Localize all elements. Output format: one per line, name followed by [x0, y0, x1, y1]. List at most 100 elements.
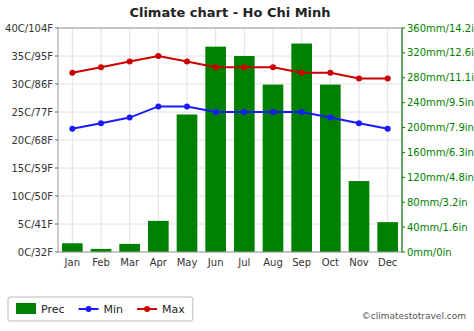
bar [291, 44, 312, 252]
bar [177, 114, 198, 252]
tick [402, 102, 405, 103]
plot-frame [58, 28, 402, 252]
tick-label: 15C/59F [11, 163, 53, 174]
tick-label: May [177, 257, 198, 268]
marker [184, 59, 190, 65]
tick [55, 56, 58, 57]
marker [184, 103, 190, 109]
legend-item: Min [79, 303, 124, 316]
tick [402, 202, 405, 203]
line [72, 56, 387, 78]
title: Climate chart - Ho Chi Minh [129, 5, 330, 20]
legend-label: Min [104, 303, 124, 316]
tick [55, 112, 58, 113]
tick-label: Jan [64, 257, 80, 268]
marker [356, 75, 362, 81]
marker [270, 109, 276, 115]
bar [205, 47, 226, 252]
marker [98, 64, 104, 70]
marker [155, 53, 161, 59]
tick-label: Nov [349, 257, 369, 268]
legend-label: Prec [41, 303, 65, 316]
marker [69, 126, 75, 132]
marker [241, 64, 247, 70]
y-axis: 0C/32F5C/41F10C/50F15C/59F20C/68F25C/77F… [5, 23, 58, 258]
tick [55, 28, 58, 29]
marker [270, 64, 276, 70]
bar [148, 221, 169, 252]
tick-label: 320mm/12.6in [407, 47, 474, 58]
grid [58, 28, 402, 252]
legend-swatch [16, 303, 36, 314]
marker [299, 109, 305, 115]
bar [234, 56, 255, 252]
legend-item: Max [137, 303, 185, 316]
grid-line [58, 168, 402, 169]
tick [55, 224, 58, 225]
tick-label: 20C/68F [11, 135, 53, 146]
line [72, 106, 387, 128]
tick-label: 160mm/6.3in [407, 147, 474, 158]
tick-label: 120mm/4.8in [407, 172, 474, 183]
tick [402, 77, 405, 78]
tick-label: Aug [263, 257, 283, 268]
tick [402, 152, 405, 153]
marker [98, 120, 104, 126]
tick [402, 227, 405, 228]
marker [385, 75, 391, 81]
grid-line [58, 84, 402, 85]
marker [356, 120, 362, 126]
legend: Prec Min Max [8, 297, 193, 321]
tick-label: 5C/41F [18, 219, 53, 230]
marker [327, 115, 333, 121]
bar [263, 85, 284, 252]
marks [62, 44, 398, 252]
chart: Climate chart - Ho Chi Minh0C/32F5C/41F1… [0, 0, 474, 331]
annotation: ©climatestotravel.com [362, 311, 466, 321]
tick-label: 200mm/7.9in [407, 122, 474, 133]
marker [69, 70, 75, 76]
grid-line [58, 56, 402, 57]
tick-label: 360mm/14.2in [407, 23, 474, 34]
marker [327, 70, 333, 76]
tick [402, 127, 405, 128]
tick-label: Feb [92, 257, 110, 268]
legend-item: Prec [16, 303, 65, 316]
bar [320, 85, 341, 252]
axis-line [402, 28, 403, 252]
bar [119, 244, 140, 252]
tick-label: Dec [378, 257, 397, 268]
tick [402, 28, 405, 29]
tick-label: Apr [150, 257, 168, 268]
tick-label: 30C/86F [11, 79, 53, 90]
tick [55, 168, 58, 169]
bar [377, 222, 398, 252]
tick [55, 196, 58, 197]
tick [402, 52, 405, 53]
marker [213, 64, 219, 70]
grid-line [58, 140, 402, 141]
marker [127, 59, 133, 65]
bar [62, 243, 83, 252]
tick-label: 10C/50F [11, 191, 53, 202]
y2-axis: 0mm/0in40mm/1.6in80mm/3.2in120mm/4.8in16… [402, 23, 474, 258]
tick [402, 252, 405, 253]
marker [213, 109, 219, 115]
tick [55, 252, 58, 253]
legend-marker [144, 306, 150, 312]
tick [55, 140, 58, 141]
marker [127, 115, 133, 121]
marker [155, 103, 161, 109]
marker [385, 126, 391, 132]
tick-label: 25C/77F [11, 107, 53, 118]
tick-label: 40mm/1.6in [407, 222, 468, 233]
tick-label: 240mm/9.5in [407, 97, 474, 108]
tick-label: Jun [207, 257, 224, 268]
tick-label: Sep [292, 257, 311, 268]
grid-line [72, 28, 73, 252]
legend-label: Max [162, 303, 185, 316]
tick-label: Jul [237, 257, 250, 268]
x-axis: JanFebMarAprMayJunJulAugSepOctNovDec [64, 257, 398, 268]
bar [349, 181, 370, 252]
grid-line [387, 28, 388, 252]
